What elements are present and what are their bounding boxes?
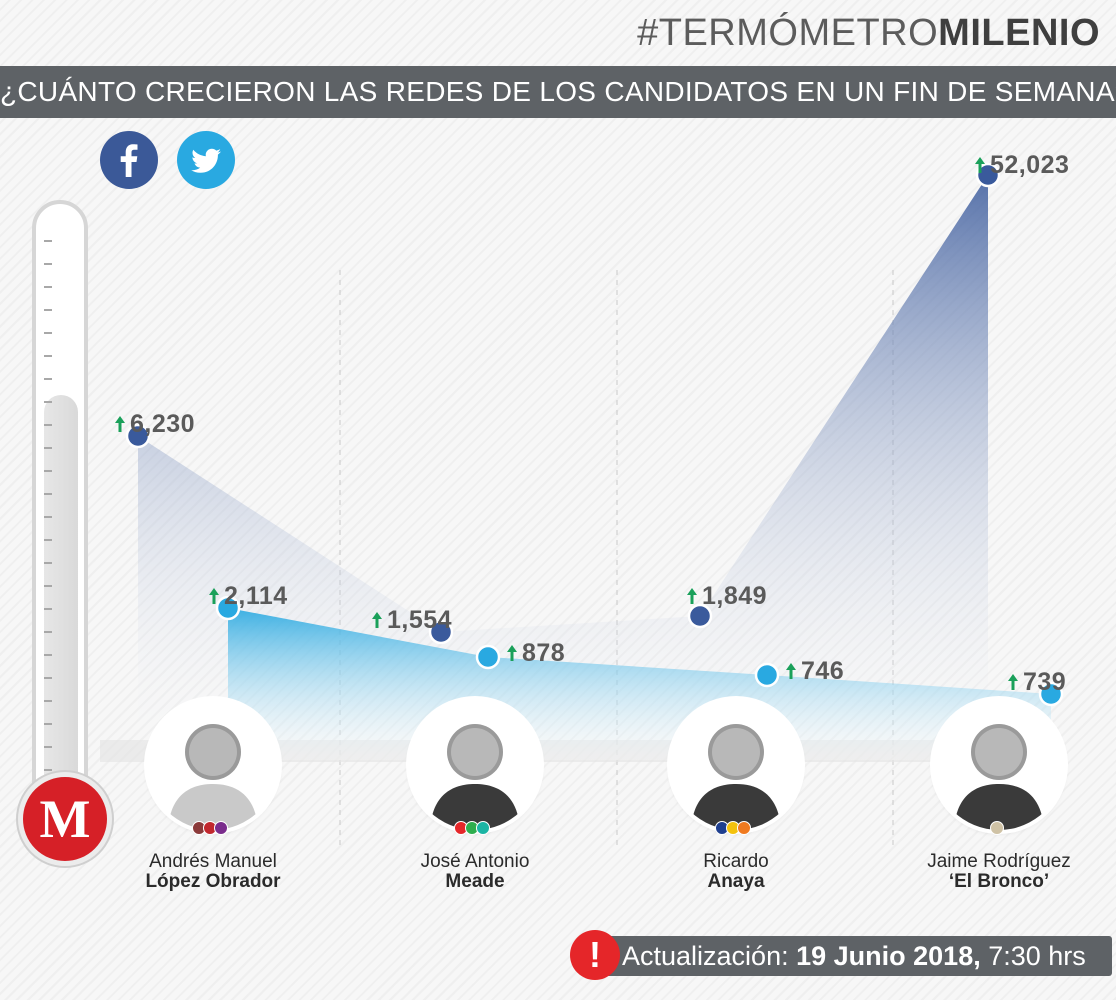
candidate-first-name: Jaime Rodríguez xyxy=(927,851,1071,872)
point-twitter xyxy=(215,595,241,621)
point-facebook xyxy=(125,423,151,449)
up-arrow-icon xyxy=(687,588,697,604)
update-badge: ! Actualización: 19 Junio 2018, 7:30 hrs xyxy=(570,930,1112,980)
up-arrow-icon xyxy=(115,416,125,432)
data-label: 1,554 xyxy=(387,606,452,634)
milenio-logo: M xyxy=(18,772,112,866)
update-label: Actualización: xyxy=(622,941,789,971)
point-twitter xyxy=(754,662,780,688)
data-label: 2,114 xyxy=(224,582,288,610)
thermometer-tick xyxy=(44,263,52,265)
thermometer-ticks xyxy=(44,220,58,780)
party-dots xyxy=(990,821,1004,837)
thermometer-tick xyxy=(44,424,52,426)
candidate-last-name: ‘El Bronco’ xyxy=(948,871,1050,892)
candidate-name: José Antonio Meade xyxy=(365,852,585,892)
up-arrow-icon xyxy=(372,612,382,628)
thermometer-tick xyxy=(44,240,52,242)
thermometer-tick xyxy=(44,309,52,311)
thermometer-tick xyxy=(44,631,52,633)
thermometer-tick xyxy=(44,562,52,564)
candidate-last-name: Meade xyxy=(445,871,505,892)
thermometer-fill xyxy=(44,395,78,825)
data-label: 746 xyxy=(801,657,844,685)
point-facebook xyxy=(687,603,713,629)
candidate-name: Ricardo Anaya xyxy=(626,852,846,892)
candidate-first-name: Ricardo xyxy=(703,851,769,872)
facebook-icon[interactable] xyxy=(100,131,158,189)
thermometer-tick xyxy=(44,539,52,541)
party-dot xyxy=(737,821,751,835)
candidate-name: Andrés Manuel López Obrador xyxy=(103,852,323,892)
person-silhouette-icon xyxy=(954,724,1044,830)
party-dot xyxy=(476,821,490,835)
update-text: Actualización: 19 Junio 2018, 7:30 hrs xyxy=(604,936,1112,976)
thermometer-tick xyxy=(44,723,52,725)
thermometer-tick xyxy=(44,355,52,357)
party-dots xyxy=(454,821,490,837)
update-date: 19 Junio 2018, xyxy=(796,941,981,971)
thermometer-tick xyxy=(44,332,52,334)
thermometer-tick xyxy=(44,516,52,518)
up-arrow-icon xyxy=(786,663,796,679)
data-label: 1,849 xyxy=(702,582,767,610)
candidate-avatar xyxy=(671,700,801,830)
candidate-first-name: José Antonio xyxy=(420,851,530,872)
thermometer-tick xyxy=(44,654,52,656)
candidate-last-name: López Obrador xyxy=(145,871,281,892)
thermometer-tick xyxy=(44,493,52,495)
up-arrow-icon xyxy=(507,645,517,661)
candidate-last-name: Anaya xyxy=(707,871,765,892)
alert-icon: ! xyxy=(570,930,620,980)
data-label: 52,023 xyxy=(990,151,1069,179)
person-silhouette-icon xyxy=(168,724,258,830)
thermometer-tick xyxy=(44,608,52,610)
thermometer-tick xyxy=(44,585,52,587)
candidate-avatar xyxy=(148,700,278,830)
data-label: 6,230 xyxy=(130,410,195,438)
area-facebook xyxy=(138,175,988,760)
person-silhouette-icon xyxy=(691,724,781,830)
up-arrow-icon xyxy=(1008,674,1018,690)
candidate-avatar xyxy=(410,700,540,830)
point-twitter xyxy=(475,644,501,670)
thermometer-tick xyxy=(44,447,52,449)
thermometer-tick xyxy=(44,401,52,403)
thermometer-tick xyxy=(44,769,52,771)
thermometer-tick xyxy=(44,470,52,472)
point-twitter xyxy=(1038,681,1064,707)
up-arrow-icon xyxy=(975,157,985,173)
candidate-avatar xyxy=(934,700,1064,830)
data-label: 739 xyxy=(1023,668,1066,696)
party-dots xyxy=(715,821,751,837)
twitter-icon[interactable] xyxy=(177,131,235,189)
point-facebook xyxy=(975,162,1001,188)
brand-prefix: #TERMÓMETRO xyxy=(637,12,939,54)
thermometer-tick xyxy=(44,677,52,679)
up-arrow-icon xyxy=(209,588,219,604)
thermometer-tick xyxy=(44,378,52,380)
person-silhouette-icon xyxy=(430,724,520,830)
party-dot xyxy=(214,821,228,835)
brand-bold: MILENIO xyxy=(938,12,1100,54)
data-label: 878 xyxy=(522,639,565,667)
chart-title: ¿CUÁNTO CRECIERON LAS REDES DE LOS CANDI… xyxy=(0,66,1116,118)
party-dot xyxy=(990,821,1004,835)
thermometer-tick xyxy=(44,746,52,748)
update-time: 7:30 hrs xyxy=(988,941,1086,971)
point-facebook xyxy=(428,619,454,645)
thermometer-tick xyxy=(44,286,52,288)
candidate-first-name: Andrés Manuel xyxy=(149,851,277,872)
brand-title: #TERMÓMETROMILENIO xyxy=(637,12,1100,55)
candidate-name: Jaime Rodríguez ‘El Bronco’ xyxy=(889,852,1109,892)
party-dots xyxy=(192,821,228,837)
thermometer-tick xyxy=(44,700,52,702)
